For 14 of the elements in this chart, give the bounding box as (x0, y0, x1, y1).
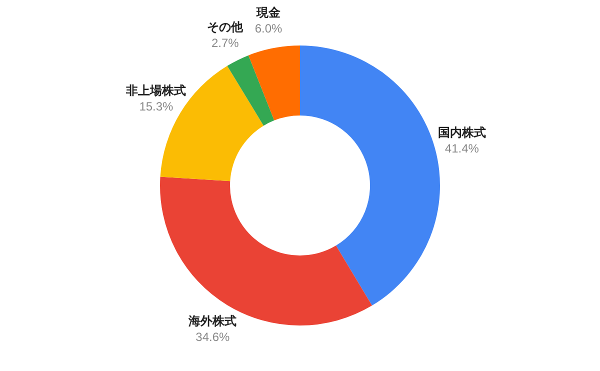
slice-label: 国内株式 (438, 126, 486, 140)
slice-label: 非上場株式 (125, 84, 186, 98)
data-label: 15.3% (139, 100, 174, 114)
data-label: 2.7% (211, 36, 240, 50)
slice-label: その他 (207, 20, 244, 34)
data-label: 34.6% (196, 330, 230, 344)
slice-label: 現金 (256, 5, 282, 20)
donut-slice (227, 55, 274, 126)
data-label: 41.4% (444, 142, 480, 156)
donut-slice (248, 46, 300, 120)
slice-label: 海外株式 (188, 314, 237, 328)
donut-slice (300, 46, 440, 306)
donut-slice (160, 176, 372, 326)
data-label: 6.0% (254, 21, 283, 36)
